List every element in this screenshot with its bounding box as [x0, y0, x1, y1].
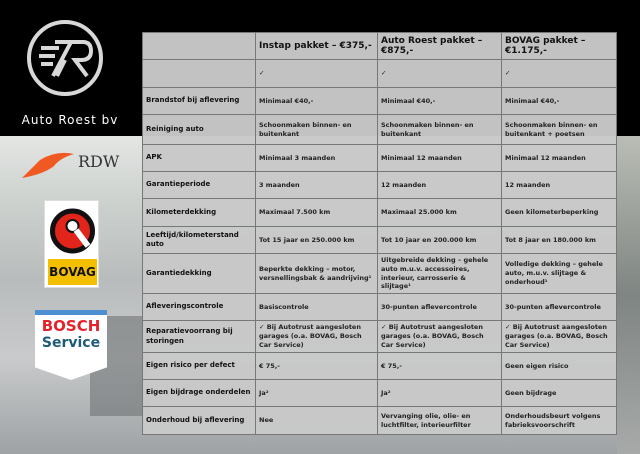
table-cell: Tot 10 jaar en 200.000 km	[377, 226, 502, 254]
header-cell: BOVAG pakket – €1.175,-	[501, 32, 617, 60]
table-cell: Nee	[255, 406, 378, 436]
table-cell: ✓ Bij Autotrust aangesloten garages (o.a…	[255, 320, 378, 354]
table-row: Afleveringscontrole Basiscontrole 30-punte…	[142, 293, 617, 322]
table-cell: Minimaal 12 maanden	[377, 144, 502, 172]
table-cell: Minimaal 3 maanden	[255, 144, 378, 172]
rdw-text: RDW	[78, 152, 120, 171]
service-text: Service	[41, 335, 101, 351]
table-cell: Geen eigen risico	[501, 352, 617, 381]
table-row: Eigen bijdrage onderdelen Ja² Ja² Geen bijd…	[142, 379, 617, 408]
row-label: Garantieperiode	[142, 171, 256, 199]
table-cell: 30-punten aflevercontrole	[501, 293, 617, 322]
table-cell: ✓	[255, 59, 378, 88]
table-cell: Maximaal 7.500 km	[255, 198, 378, 227]
row-label: Reiniging auto	[142, 114, 256, 145]
row-label: Eigen bijdrage onderdelen	[142, 379, 256, 408]
package-comparison-table: Instap pakket – €375,- Auto Roest pakket…	[142, 32, 617, 436]
table-row: Garantiedekking Beperkte dekking – motor,…	[142, 252, 617, 295]
table-row: Reiniging auto Schoonmaken binnen- en bui…	[142, 114, 617, 145]
table-row: ✓ ✓ ✓	[142, 59, 617, 88]
table-row: Leeftijd/kilometerstand auto Tot 15 jaar …	[142, 226, 617, 254]
table-cell: Minimaal €40,-	[255, 87, 378, 115]
table-cell: Beperkte dekking – motor, versnellingsba…	[255, 252, 378, 295]
bosch-text: BOSCH	[41, 317, 101, 335]
table-cell: Ja²	[377, 379, 502, 408]
auto-roest-logo-icon	[27, 20, 103, 96]
header-cell: Instap pakket – €375,-	[255, 32, 378, 60]
table-cell: Tot 8 jaar en 180.000 km	[501, 226, 617, 254]
table-cell: Minimaal €40,-	[501, 87, 617, 115]
table-cell: Minimaal 12 maanden	[501, 144, 617, 172]
table-cell: Maximaal 25.000 km	[377, 198, 502, 227]
table-cell: ✓	[501, 59, 617, 88]
table-cell: 12 maanden	[501, 171, 617, 199]
bovag-logo: BOVAG	[44, 200, 99, 288]
rdw-bird-icon	[22, 152, 74, 178]
table-cell: Schoonmaken binnen- en buitenkant + poet…	[501, 114, 617, 145]
table-header-row: Instap pakket – €375,- Auto Roest pakket…	[142, 32, 617, 60]
row-label: Brandstof bij aflevering	[142, 87, 256, 115]
table-row: Garantieperiode 3 maanden 12 maanden 12 maa…	[142, 171, 617, 199]
table-cell: ✓ Bij Autotrust aangesloten garages (o.a…	[501, 320, 617, 354]
table-cell: ✓ Bij Autotrust aangesloten garages (o.a…	[377, 320, 502, 354]
table-cell: ✓	[377, 59, 502, 88]
header-cell: Auto Roest pakket – €875,-	[377, 32, 502, 60]
table-cell: € 75,-	[255, 352, 378, 381]
brand-name: Auto Roest bv	[21, 113, 119, 127]
table-cell: 3 maanden	[255, 171, 378, 199]
table-cell: Onderhoudsbeurt volgens fabrieksvoorschr…	[501, 406, 617, 436]
table-row: Onderhoud bij aflevering Nee Vervanging ol…	[142, 406, 617, 436]
row-label: Leeftijd/kilometerstand auto	[142, 226, 256, 254]
background-photo-right	[617, 136, 640, 454]
table-cell: Vervanging olie, olie- en luchtfilter, i…	[377, 406, 502, 436]
row-label: Eigen risico per defect	[142, 352, 256, 381]
table-cell: Ja²	[255, 379, 378, 408]
table-row: Brandstof bij aflevering Minimaal €40,- Mi…	[142, 87, 617, 115]
table-cell: 12 maanden	[377, 171, 502, 199]
row-label: Reparatievoorrang bij storingen	[142, 320, 256, 354]
table-cell: 30-punten aflevercontrole	[377, 293, 502, 322]
row-label: Afleveringscontrole	[142, 293, 256, 322]
row-label: Garantiedekking	[142, 252, 256, 295]
table-row: APK Minimaal 3 maanden Minimaal 12 maanden…	[142, 144, 617, 172]
table-cell: Geen bijdrage	[501, 379, 617, 408]
table-cell: Basiscontrole	[255, 293, 378, 322]
table-cell: € 75,-	[377, 352, 502, 381]
table-cell: Schoonmaken binnen- en buitenkant	[377, 114, 502, 145]
table-row: Reparatievoorrang bij storingen ✓ Bij Aut…	[142, 320, 617, 354]
table-cell: Uitgebreide dekking – gehele auto m.u.v.…	[377, 252, 502, 295]
header-cell	[142, 32, 256, 60]
bosch-service-logo: BOSCH Service	[35, 310, 107, 380]
table-cell: Geen kilometerbeperking	[501, 198, 617, 227]
row-label: APK	[142, 144, 256, 172]
bovag-emblem-icon	[48, 204, 97, 258]
row-label	[142, 59, 256, 88]
table-cell: Volledige dekking – gehele auto, m.u.v. …	[501, 252, 617, 295]
rdw-logo: RDW	[20, 150, 130, 180]
table-cell: Schoonmaken binnen- en buitenkant	[255, 114, 378, 145]
row-label: Kilometerdekking	[142, 198, 256, 227]
table-row: Eigen risico per defect € 75,- € 75,- Geen …	[142, 352, 617, 381]
table-cell: Tot 15 jaar en 250.000 km	[255, 226, 378, 254]
row-label: Onderhoud bij aflevering	[142, 406, 256, 436]
table-row: Kilometerdekking Maximaal 7.500 km Maximaa…	[142, 198, 617, 227]
table-cell: Minimaal €40,-	[377, 87, 502, 115]
bovag-text: BOVAG	[48, 259, 97, 285]
